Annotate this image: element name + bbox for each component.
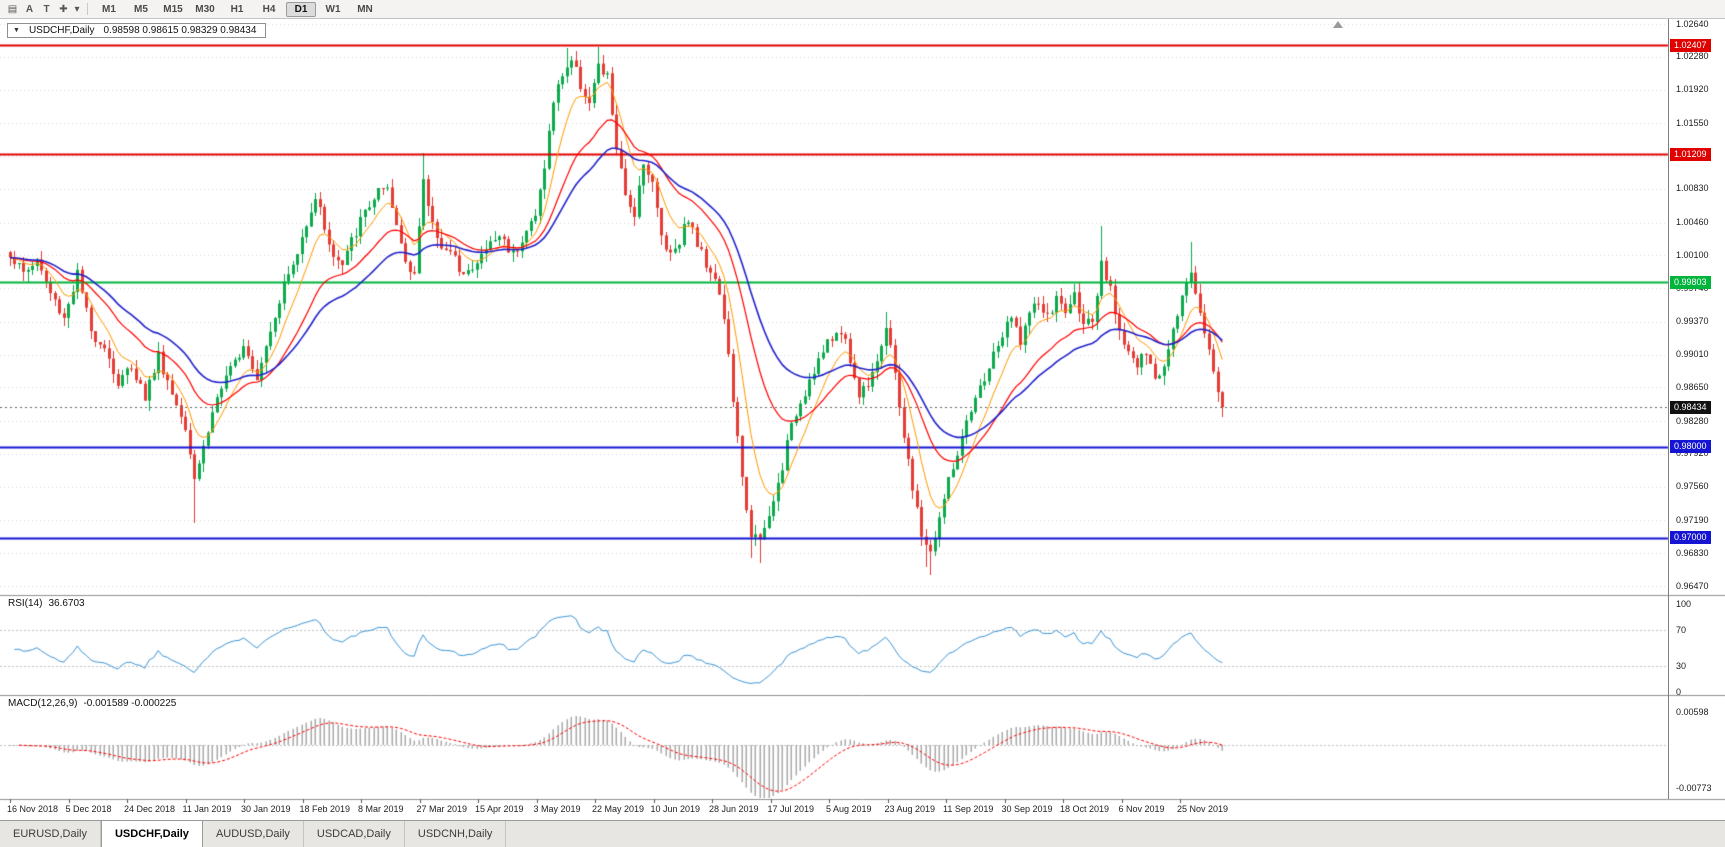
timeframe-group: M1 M5 M15 M30 H1 H4 D1 W1 MN <box>93 1 381 17</box>
date-axis-label: 11 Jan 2019 <box>182 804 232 814</box>
toolbar: ▤ A T ✚ ▾ M1 M5 M15 M30 H1 H4 D1 W1 MN <box>0 0 1725 19</box>
timeframe-button-h4[interactable]: H4 <box>262 3 276 15</box>
chevron-down-icon: ▼ <box>13 27 20 34</box>
chart-ohlc-values: 0.98598 0.98615 0.98329 0.98434 <box>103 25 257 36</box>
price-axis-label: 1.02640 <box>1676 18 1709 29</box>
price-axis-label: 1.00830 <box>1676 183 1709 194</box>
timeframe-button-w1[interactable]: W1 <box>325 3 341 15</box>
price-axis-label: 0.96470 <box>1676 580 1709 591</box>
price-axis: 1.02640 1.02280 1.01920 1.01550 1.00830 1.004… <box>1668 19 1725 799</box>
tool-icons-group: ▤ A T ✚ ▾ <box>4 2 82 17</box>
date-axis-label: 18 Oct 2019 <box>1060 804 1110 814</box>
price-axis-label: 0.98650 <box>1676 381 1709 392</box>
price-level-badge: 1.02407 <box>1670 38 1711 52</box>
annotation-a-icon[interactable]: A <box>25 3 34 15</box>
date-axis-label: 10 Jun 2019 <box>650 804 701 814</box>
price-axis-label: 1.01550 <box>1676 117 1709 128</box>
date-axis-label: 30 Sep 2019 <box>1001 804 1053 814</box>
price-level-badge: 0.97000 <box>1670 531 1711 545</box>
rsi-axis-label: 30 <box>1676 660 1687 671</box>
tab-usdcnh-daily[interactable]: USDCNH,Daily <box>405 821 507 847</box>
price-level-badge: 0.98000 <box>1670 440 1711 454</box>
macd-indicator-label: MACD(12,26,9) -0.001589 -0.000225 <box>8 698 176 709</box>
date-axis-label: 5 Aug 2019 <box>826 804 872 814</box>
timeframe-button-m1[interactable]: M1 <box>102 3 116 15</box>
chart-title-box: ▼ USDCHF,Daily 0.98598 0.98615 0.98329 0… <box>7 23 267 38</box>
chart-tabbar: EURUSD,Daily USDCHF,Daily AUDUSD,Daily USDC… <box>0 820 1725 847</box>
rsi-value: 36.6703 <box>48 598 85 609</box>
date-axis-label: 8 Mar 2019 <box>358 804 404 814</box>
date-axis-label: 18 Feb 2019 <box>299 804 351 814</box>
tab-eurusd-daily[interactable]: EURUSD,Daily <box>0 821 101 847</box>
rsi-axis-label: 0 <box>1676 687 1682 697</box>
price-axis-label: 1.00460 <box>1676 217 1709 228</box>
timeframe-button-m30[interactable]: M30 <box>195 3 215 15</box>
date-axis-label: 27 Mar 2019 <box>416 804 468 814</box>
price-axis-label: 0.98280 <box>1676 415 1709 426</box>
price-axis-label: 0.99010 <box>1676 349 1709 360</box>
timeframe-button-m15[interactable]: M15 <box>163 3 183 15</box>
date-axis-label: 25 Nov 2019 <box>1177 804 1229 814</box>
date-axis-label: 30 Jan 2019 <box>241 804 291 814</box>
date-axis-label: 11 Sep 2019 <box>943 804 994 814</box>
date-axis-label: 23 Aug 2019 <box>884 804 936 814</box>
timeframe-button-m5[interactable]: M5 <box>134 3 148 15</box>
date-axis-label: 15 Apr 2019 <box>475 804 524 814</box>
rsi-indicator-label: RSI(14) 36.6703 <box>8 598 85 609</box>
toolbar-divider <box>87 3 88 15</box>
date-axis-label: 28 Jun 2019 <box>709 804 759 814</box>
price-level-badge: 0.98434 <box>1670 400 1711 414</box>
price-level-badge: 0.99803 <box>1670 275 1711 289</box>
timeframe-button-mn[interactable]: MN <box>357 3 373 15</box>
dropdown-arrow-icon[interactable]: ▾ <box>74 3 80 15</box>
date-axis-label: 5 Dec 2018 <box>65 804 112 814</box>
rsi-axis-label: 100 <box>1676 599 1692 609</box>
chart-symbol-period: USDCHF,Daily <box>28 25 95 36</box>
timeframe-button-d1[interactable]: D1 <box>286 1 316 17</box>
price-axis-label: 0.97920 <box>1676 448 1709 459</box>
price-axis-label: 1.02280 <box>1676 51 1709 62</box>
date-axis-label: 3 May 2019 <box>533 804 581 814</box>
macd-values: -0.001589 -0.000225 <box>83 698 177 709</box>
price-axis-label: 1.01920 <box>1676 84 1709 95</box>
tab-audusd-daily[interactable]: AUDUSD,Daily <box>203 821 304 847</box>
date-axis-label: 16 Nov 2018 <box>7 804 59 814</box>
price-level-badge: 1.01209 <box>1670 147 1711 161</box>
rsi-axis-label: 70 <box>1676 625 1687 636</box>
tab-usdcad-daily[interactable]: USDCAD,Daily <box>304 821 405 847</box>
date-axis-label: 17 Jul 2019 <box>767 804 815 814</box>
date-axis-label: 24 Dec 2018 <box>124 804 176 814</box>
price-axis-label: 0.97190 <box>1676 514 1709 525</box>
price-axis-label: 0.96830 <box>1676 547 1709 558</box>
text-tool-icon[interactable]: T <box>43 3 50 15</box>
rsi-name: RSI(14) <box>8 598 43 609</box>
tab-usdchf-daily[interactable]: USDCHF,Daily <box>100 821 203 847</box>
drawing-tools-icon[interactable]: ✚ <box>59 3 68 15</box>
chart-shift-marker[interactable] <box>1333 21 1343 28</box>
price-axis-label: 0.99370 <box>1676 316 1709 327</box>
macd-axis-label: -0.00773 <box>1676 782 1712 793</box>
chart-type-icon[interactable]: ▤ <box>7 3 18 15</box>
macd-name: MACD(12,26,9) <box>8 698 78 709</box>
price-axis-label: 0.97560 <box>1676 481 1709 492</box>
price-axis-label: 1.00100 <box>1676 249 1709 260</box>
macd-axis-label: 0.00598 <box>1676 706 1709 717</box>
date-axis-label: 6 Nov 2019 <box>1118 804 1165 814</box>
date-axis-label: 22 May 2019 <box>592 804 645 814</box>
timeframe-button-h1[interactable]: H1 <box>230 3 244 15</box>
